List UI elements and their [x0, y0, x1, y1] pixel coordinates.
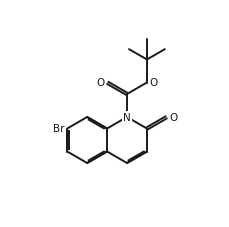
Text: Br: Br: [53, 124, 64, 134]
Text: O: O: [96, 78, 105, 88]
Text: O: O: [148, 78, 156, 88]
Text: O: O: [168, 113, 177, 122]
Text: N: N: [123, 113, 130, 122]
